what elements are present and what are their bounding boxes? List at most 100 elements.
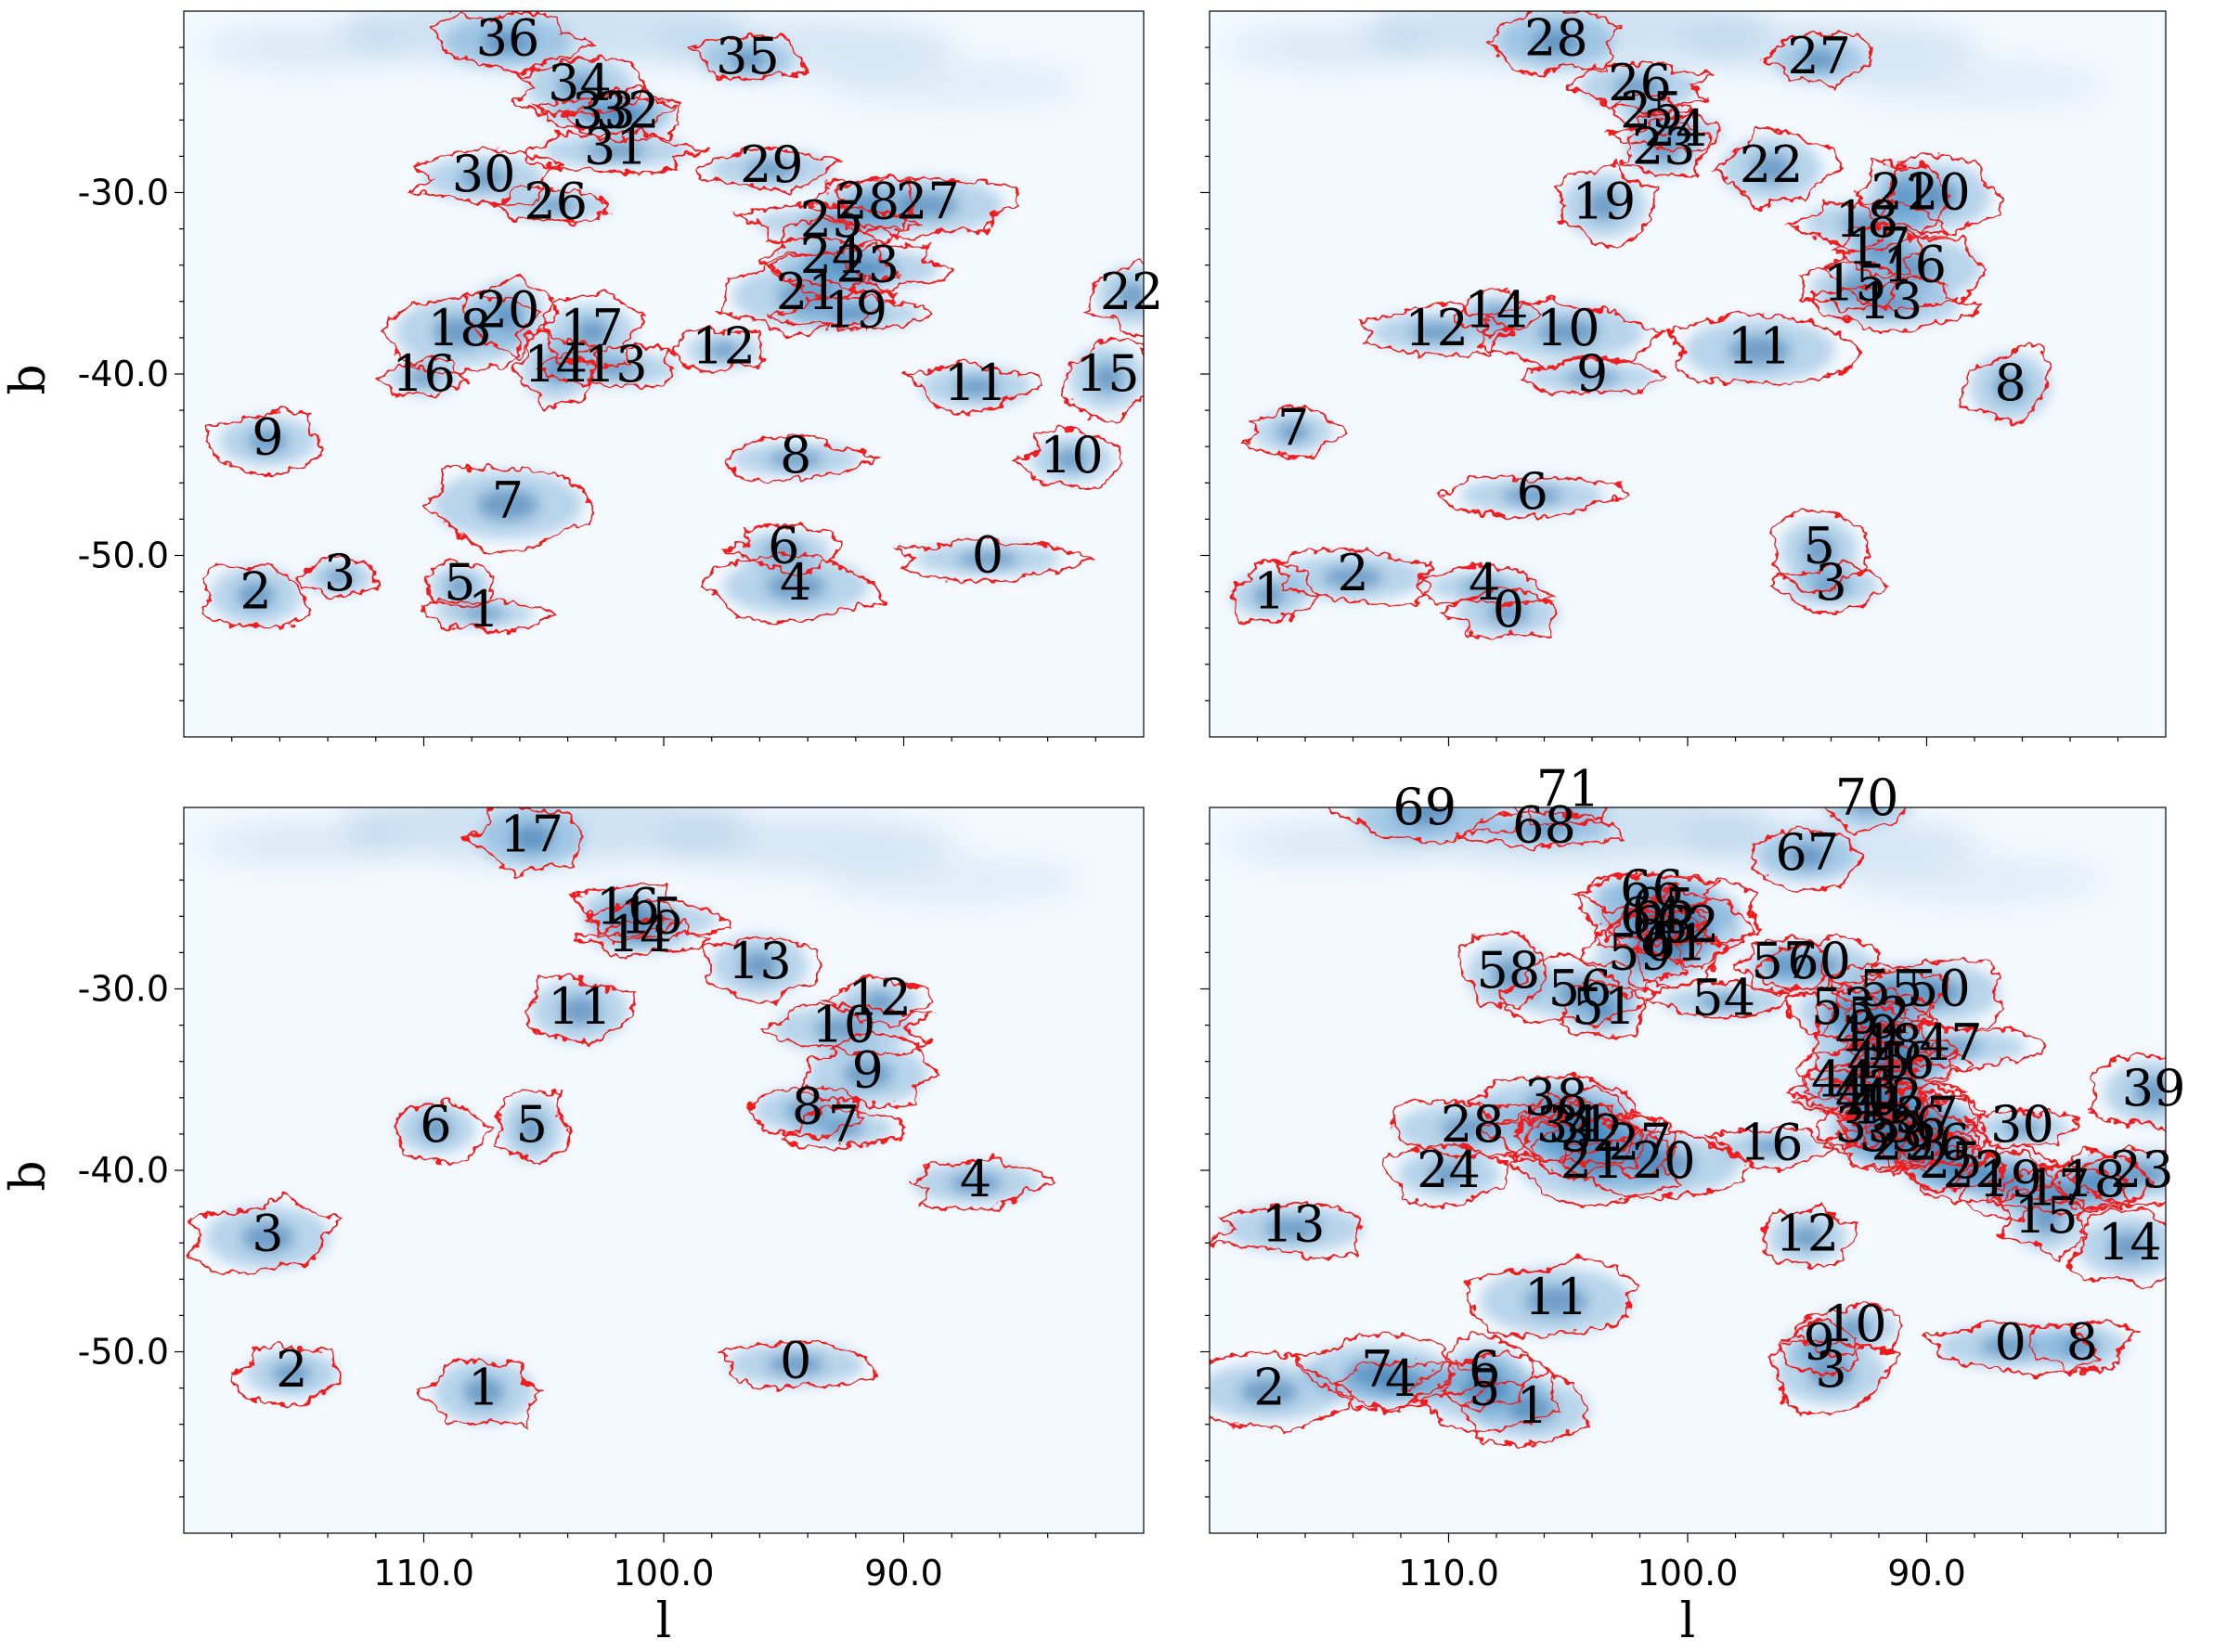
cloud-contour — [1795, 1040, 1976, 1088]
cloud-contour — [295, 553, 381, 602]
cloud-contour — [1606, 110, 1719, 153]
emission-core — [1913, 979, 1964, 1006]
cloud-label: 9 — [1803, 1313, 1834, 1372]
cloud-label: 49 — [1835, 1004, 1899, 1063]
emission-core — [560, 996, 600, 1026]
emission-core — [1502, 487, 1562, 505]
emission-core — [729, 50, 767, 70]
cloud-contour — [1808, 275, 1983, 333]
cloud-contour — [1602, 1115, 1677, 1179]
emission-core — [1850, 807, 1884, 814]
cloud-label: 28 — [1441, 1095, 1505, 1154]
cloud-label: 39 — [2122, 1059, 2186, 1117]
cloud-label: 8 — [792, 1078, 823, 1136]
emission-core — [420, 1116, 452, 1141]
cloud-contour — [524, 128, 708, 175]
cloud-contour — [910, 1155, 1058, 1212]
cloud-contour — [1565, 60, 1718, 118]
cloud-label: 12 — [692, 317, 756, 376]
cloud-contour — [1847, 1022, 2047, 1073]
cloud-label: 1 — [1253, 562, 1285, 621]
cloud-label: 33 — [1859, 1104, 1923, 1163]
cloud-label: 32 — [596, 82, 660, 140]
cloud-contour — [767, 295, 932, 330]
x-tick-label: 110.0 — [373, 1553, 474, 1594]
x-tick-label: 100.0 — [1638, 1553, 1739, 1594]
cloud-contour — [1520, 355, 1669, 394]
cloud-contour — [1416, 565, 1557, 607]
cloud-contour — [1458, 1370, 1589, 1446]
cloud-label: 8 — [1994, 354, 2026, 412]
cloud-label: 42 — [1859, 1068, 1923, 1127]
x-tick-label: 100.0 — [614, 1553, 715, 1594]
cloud-contour — [1085, 259, 1144, 337]
cloud-contours — [187, 807, 1058, 1428]
emission-core — [828, 307, 883, 321]
emission-core — [1239, 1378, 1299, 1405]
cloud-label: 22 — [1943, 1141, 2007, 1199]
emission-core — [1728, 336, 1791, 366]
cloud-label: 21 — [1560, 1131, 1625, 1190]
cloud-contour — [1210, 1202, 1363, 1260]
emission-haze — [659, 816, 957, 872]
cloud-label: 7 — [828, 1095, 860, 1154]
cloud-label: 0 — [1493, 580, 1524, 639]
cloud-label: 16 — [596, 878, 660, 936]
cloud-label: 6 — [420, 1095, 451, 1154]
cloud-label: 29 — [740, 136, 804, 194]
cloud-contour — [543, 291, 646, 368]
emission-core — [1787, 845, 1828, 869]
cloud-label: 8 — [780, 426, 811, 484]
y-tick-label: -50.0 — [78, 1332, 169, 1373]
cloud-label: 34 — [1536, 1095, 1600, 1154]
cloud-label: 7 — [1361, 1340, 1392, 1399]
emission-core — [1917, 181, 1961, 212]
cloud-contour — [760, 217, 902, 299]
cloud-label: 46 — [1871, 1032, 1935, 1091]
cloud-contour — [689, 33, 808, 81]
cloud-contour — [1712, 128, 1842, 212]
cloud-label: 14 — [608, 905, 672, 963]
emission-core — [1994, 371, 2027, 403]
cloud-label: 13 — [728, 932, 792, 990]
cloud-contour — [1578, 915, 1688, 1000]
cloud-label: 45 — [1847, 1032, 1911, 1091]
cloud-contour — [511, 329, 601, 410]
cloud-contour — [1486, 11, 1621, 75]
emission-core — [272, 1362, 311, 1385]
emission-core — [1698, 994, 1749, 1010]
emission-core — [247, 430, 289, 453]
cloud-label: 12 — [1775, 1204, 1839, 1262]
cloud-contour — [779, 1106, 910, 1151]
cloud-label: 23 — [835, 236, 900, 294]
cloud-label: 5 — [444, 553, 475, 612]
cloud-contour — [1514, 1096, 1663, 1181]
cloud-label: 44 — [1811, 1050, 1875, 1108]
cloud-contour — [1010, 427, 1123, 490]
emission-core — [1276, 422, 1310, 442]
cloud-contour — [1761, 31, 1873, 91]
cloud-contour — [698, 146, 842, 193]
cloud-contour — [1832, 222, 1924, 280]
cloud-contour — [1799, 261, 1897, 312]
emission-core — [769, 451, 822, 468]
cloud-label: 27 — [1787, 27, 1851, 85]
emission-core — [1524, 1285, 1587, 1317]
emission-core — [1092, 363, 1124, 393]
cloud-contour — [583, 897, 732, 940]
cloud-contour — [821, 974, 931, 1029]
cloud-contour — [405, 148, 563, 206]
cloud-label: 4 — [1385, 1349, 1417, 1408]
cloud-label: 17 — [499, 805, 563, 863]
cloud-contour — [1613, 893, 1715, 964]
cloud-contour — [718, 252, 899, 339]
emission-core — [1487, 603, 1530, 625]
emission-core — [1461, 579, 1508, 594]
cloud-contour — [770, 244, 952, 293]
emission-core — [1491, 959, 1525, 990]
cloud-contour — [1521, 1084, 1639, 1165]
cloud-contour — [492, 1085, 572, 1165]
cloud-contour — [1750, 827, 1864, 893]
cloud-label: 33 — [572, 82, 636, 140]
y-tick-label: -30.0 — [78, 969, 169, 1010]
